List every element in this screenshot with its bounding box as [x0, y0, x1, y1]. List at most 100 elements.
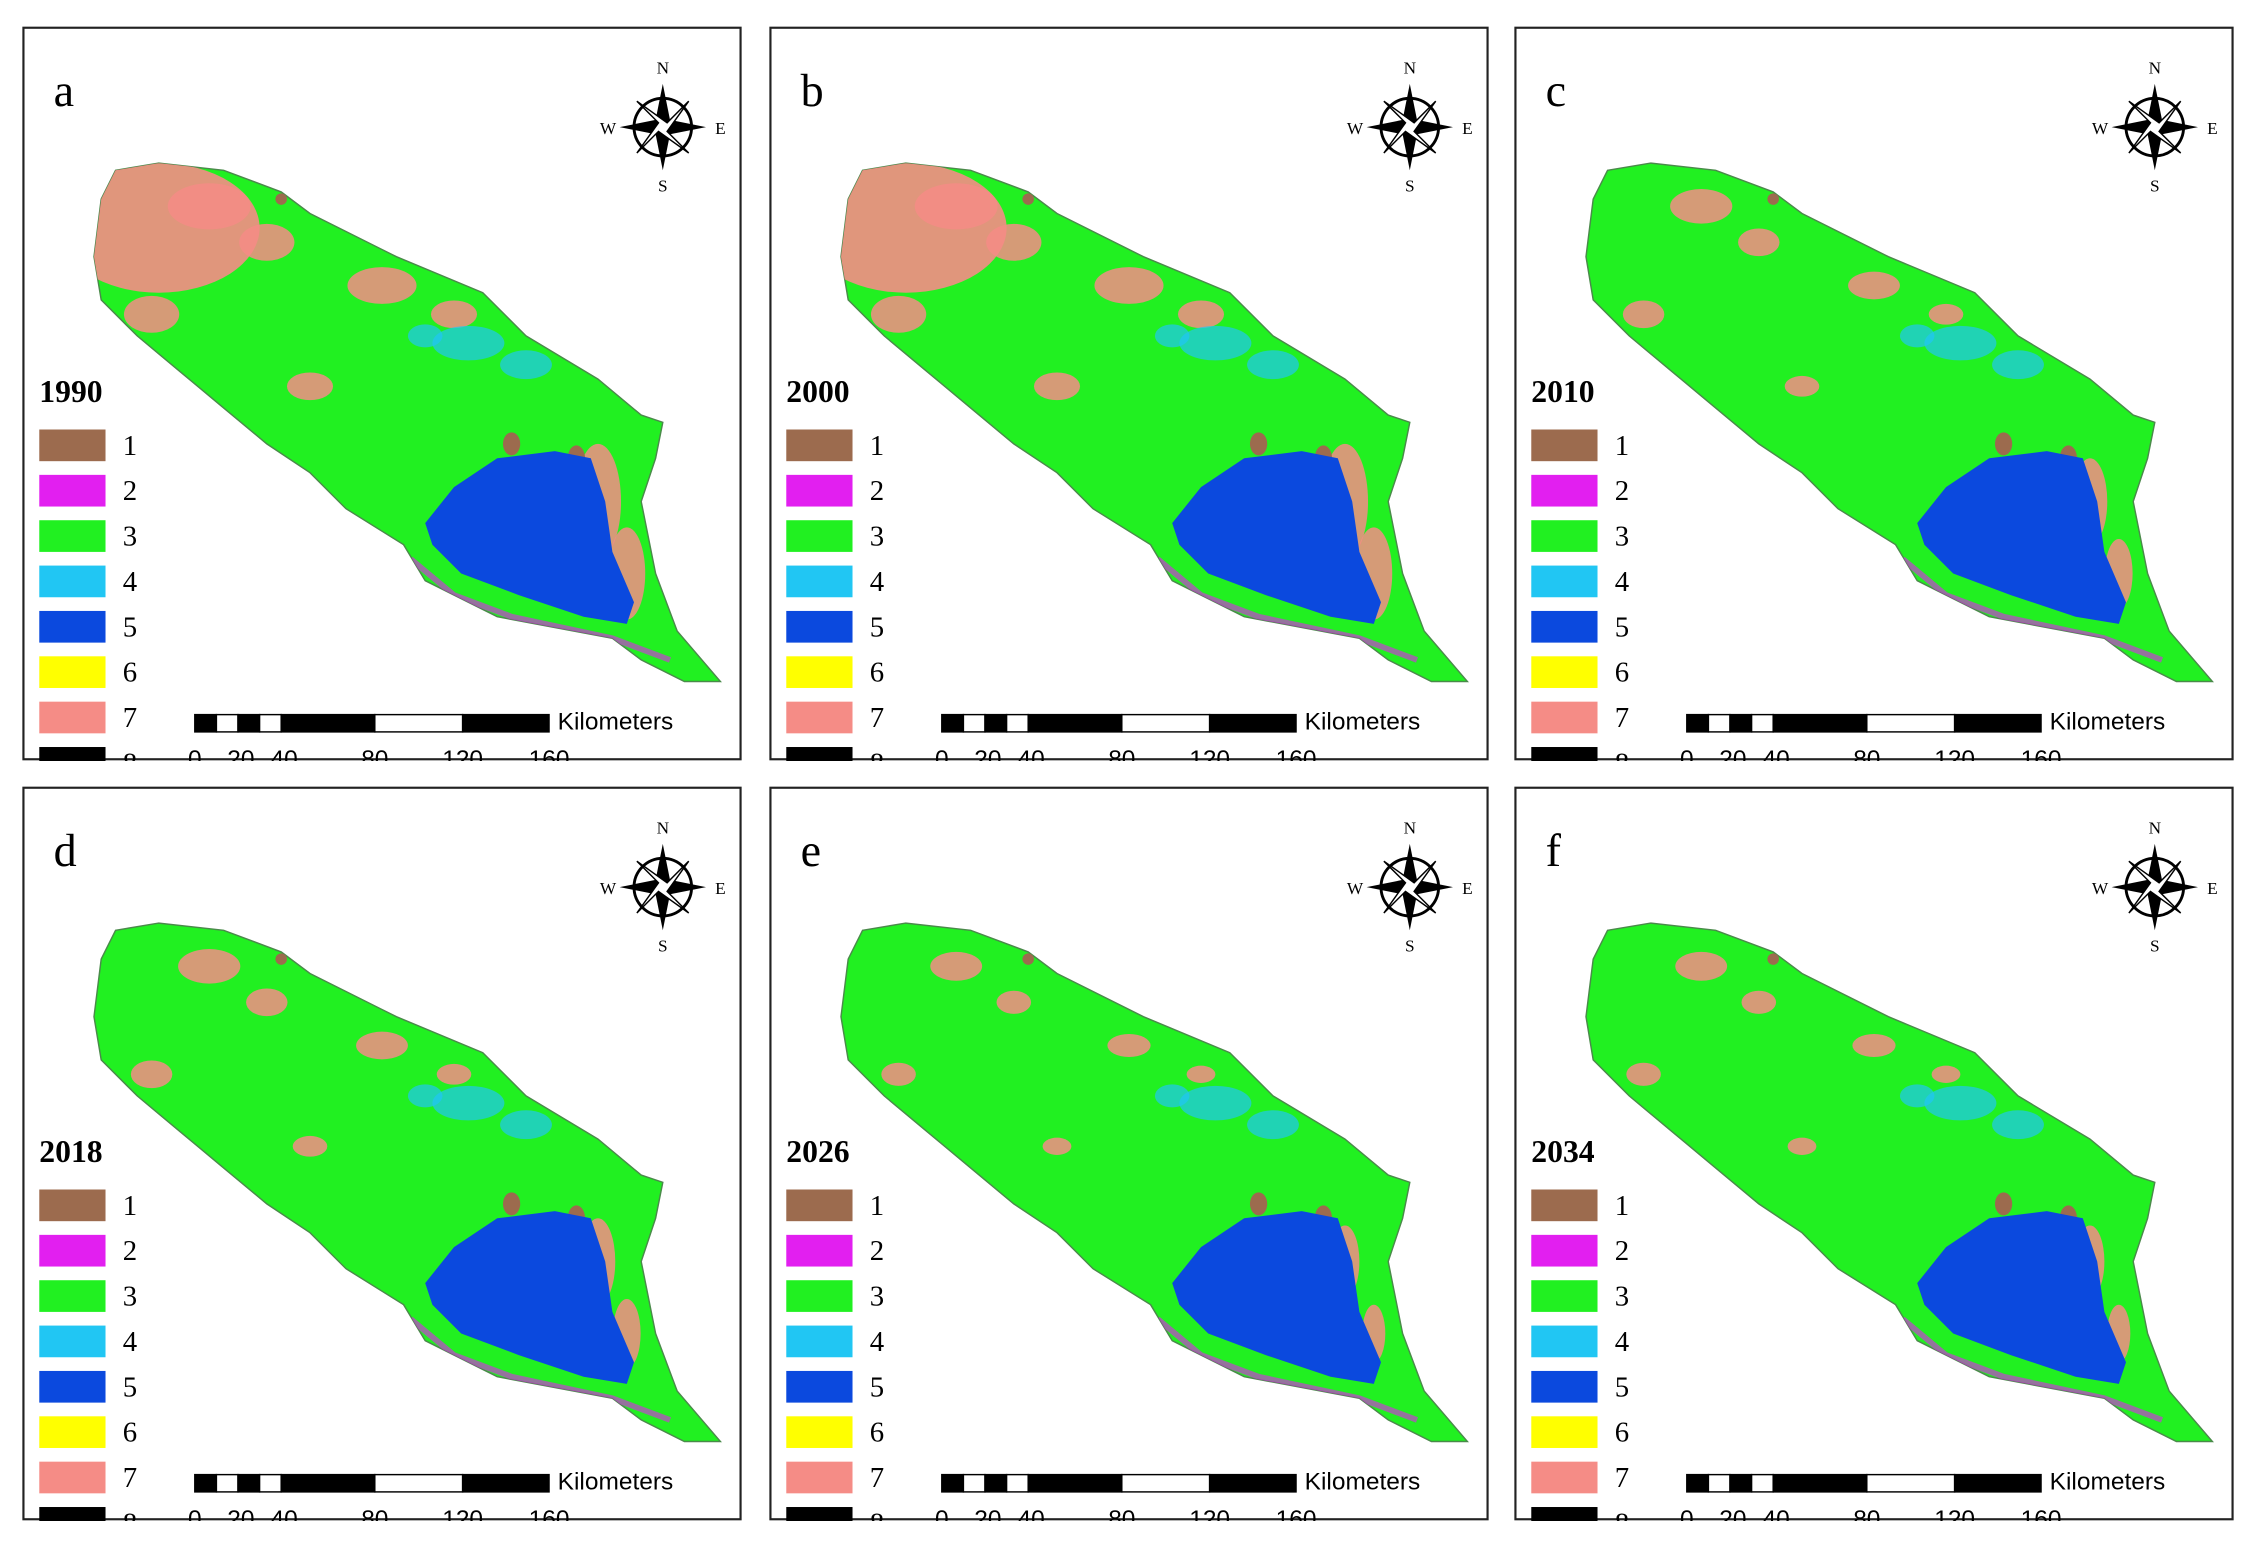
legend-label: 4: [870, 566, 884, 598]
compass-w: W: [2092, 879, 2109, 898]
legend-label: 7: [870, 1462, 884, 1494]
scale-label: 0: [188, 1506, 202, 1521]
salmon-patch: [1094, 267, 1164, 304]
panel-border: [1514, 26, 2234, 761]
compass-star-diag: [1383, 860, 1437, 914]
compass-e: E: [1462, 119, 1473, 138]
legend-swatch: [1531, 1370, 1598, 1403]
legend-label: 5: [1615, 611, 1629, 643]
brown-patch: [275, 953, 287, 965]
legend-swatch: [1531, 701, 1598, 734]
scale-label: 20: [1719, 1506, 1746, 1521]
legend-swatch: [39, 1416, 106, 1448]
cyan-patch: [432, 1085, 505, 1121]
compass-w: W: [1347, 879, 1364, 898]
salmon-patch: [430, 300, 478, 329]
salmon-patch: [1931, 1065, 1961, 1083]
legend-swatch: [39, 1280, 106, 1312]
scale-segment: [1707, 713, 1731, 733]
salmon-patch: [130, 1060, 173, 1089]
scale-label: 0: [1680, 1506, 1694, 1521]
cyan-patch: [500, 1110, 552, 1140]
legend-label: 8: [123, 747, 137, 761]
lake: [1917, 451, 2126, 624]
scale-segment: [215, 1473, 239, 1493]
compass-e: E: [1462, 879, 1473, 898]
salmon-patch: [246, 988, 288, 1017]
legend-swatch: [1531, 1416, 1598, 1448]
compass-star-diag: [2128, 860, 2182, 914]
legend-swatch: [786, 1189, 853, 1222]
panel-letter: e: [801, 825, 821, 876]
scale-label: 120: [1189, 1506, 1230, 1521]
legend-swatch: [786, 747, 853, 761]
salmon-patch: [1787, 1137, 1817, 1155]
magenta-edge: [408, 1316, 672, 1423]
magenta-edge: [1155, 1316, 1419, 1423]
lake: [425, 1211, 634, 1384]
legend-swatch: [1531, 1234, 1598, 1267]
scale-label: 40: [1762, 1506, 1789, 1521]
salmon-area: [841, 163, 1007, 293]
legend-label: 6: [1615, 657, 1629, 689]
salmon-patch: [1784, 375, 1820, 397]
scale-segment: [1750, 713, 1774, 733]
scale-unit: Kilometers: [1305, 1469, 1421, 1496]
scale-label: 160: [529, 1506, 570, 1521]
legend-label: 7: [123, 702, 137, 734]
scale-segment: [1707, 1473, 1731, 1493]
brown-patch: [1994, 1192, 2013, 1216]
legend-swatch: [1531, 1189, 1598, 1222]
legend-swatch: [39, 610, 106, 643]
scale-segment: [1121, 1473, 1211, 1493]
scale-label: 160: [529, 746, 570, 761]
scale-unit: Kilometers: [2050, 1469, 2166, 1496]
legend-label: 5: [123, 1371, 137, 1403]
legend-swatch: [786, 565, 853, 598]
compass-w: W: [600, 119, 617, 138]
legend-label: 1: [123, 1190, 137, 1222]
brown-patch: [502, 432, 521, 456]
legend-label: 1: [123, 430, 137, 462]
legend-swatch: [39, 1325, 106, 1358]
scale-segment: [962, 713, 986, 733]
scale-unit: Kilometers: [2050, 709, 2166, 736]
salmon-patch: [1741, 990, 1777, 1014]
legend-label: 8: [1615, 747, 1629, 761]
scale-label: 120: [1934, 1506, 1975, 1521]
legend-label: 6: [870, 657, 884, 689]
legend-swatch: [786, 1280, 853, 1312]
legend-swatch: [39, 1370, 106, 1403]
scale-label: 160: [1276, 1506, 1317, 1521]
compass-s: S: [1405, 177, 1415, 196]
scale-label: 40: [270, 1506, 297, 1521]
scale-label: 20: [974, 1506, 1001, 1521]
panel-letter: f: [1546, 825, 1562, 876]
scale-segment: [1121, 713, 1211, 733]
legend-swatch: [39, 429, 106, 462]
scale-label: 0: [1680, 746, 1694, 761]
scale-label: 20: [227, 1506, 254, 1521]
compass-n: N: [657, 818, 670, 837]
salmon-patch: [914, 183, 998, 230]
scale-segment: [258, 1473, 282, 1493]
salmon-area: [94, 163, 260, 293]
salmon-patch: [1177, 300, 1225, 329]
lake: [1172, 1211, 1381, 1384]
legend-label: 2: [870, 1235, 884, 1267]
cyan-patch: [1924, 325, 1997, 361]
legend-swatch: [1531, 474, 1598, 507]
legend-swatch: [39, 1234, 106, 1267]
salmon-patch: [1107, 1033, 1151, 1058]
legend-swatch: [786, 1461, 853, 1494]
legend-swatch: [786, 474, 853, 507]
legend-label: 4: [870, 1326, 884, 1358]
legend-label: 5: [870, 611, 884, 643]
salmon-patch: [1928, 303, 1964, 325]
scale-segment: [280, 713, 376, 733]
legend-swatch: [39, 701, 106, 734]
compass-s: S: [1405, 937, 1415, 956]
salmon-patch: [1042, 1137, 1072, 1155]
magenta-edge: [1900, 556, 2164, 663]
